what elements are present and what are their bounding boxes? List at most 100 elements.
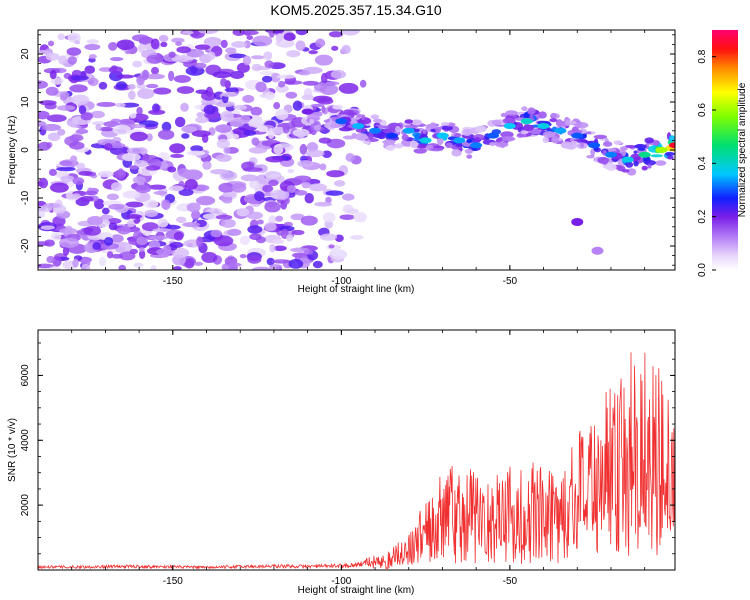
heatmap-cell bbox=[341, 44, 351, 54]
heatmap-cell bbox=[297, 160, 314, 168]
heatmap-cell bbox=[220, 77, 228, 87]
heatmap-cell bbox=[145, 83, 159, 89]
heatmap-cell bbox=[111, 253, 124, 259]
heatmap-cell bbox=[292, 100, 303, 111]
heatmap-cell bbox=[176, 46, 192, 54]
colorbar-tick-label: 0.8 bbox=[697, 49, 708, 63]
heatmap-cell bbox=[45, 86, 59, 96]
heatmap-cell bbox=[276, 189, 290, 200]
heatmap-cell bbox=[201, 251, 218, 263]
heatmap-cell bbox=[153, 190, 168, 196]
heatmap-cell bbox=[286, 184, 297, 194]
heatmap-cell bbox=[301, 181, 311, 189]
heatmap-cell bbox=[254, 191, 265, 202]
heatmap-cell bbox=[180, 102, 189, 112]
heatmap-cell bbox=[182, 170, 203, 180]
heatmap-cell bbox=[136, 83, 146, 89]
heatmap-cell bbox=[191, 209, 201, 221]
heatmap-cell bbox=[641, 165, 648, 171]
heatmap-cell bbox=[87, 77, 99, 87]
heatmap-cell bbox=[44, 239, 55, 247]
heatmap-cell bbox=[55, 166, 76, 172]
heatmap-cell bbox=[308, 183, 327, 192]
heatmap-cell bbox=[171, 247, 190, 258]
heatmap-cell bbox=[133, 262, 144, 268]
heatmap-cell bbox=[247, 225, 263, 234]
heatmap-cell bbox=[530, 129, 542, 135]
heatmap-cell bbox=[275, 109, 289, 121]
heatmap-cell bbox=[60, 175, 75, 183]
heatmap-cell bbox=[644, 137, 655, 144]
heatmap-cell bbox=[101, 249, 117, 254]
heatmap-cell bbox=[278, 225, 295, 232]
y-tick-label: 0 bbox=[20, 147, 31, 153]
heatmap-cell bbox=[222, 196, 233, 204]
heatmap-cell bbox=[383, 125, 389, 129]
heatmap-cell bbox=[382, 139, 396, 145]
heatmap-cell bbox=[241, 30, 259, 36]
heatmap-cell bbox=[150, 264, 157, 270]
heatmap-cell bbox=[124, 244, 133, 251]
heatmap-cell bbox=[276, 33, 283, 43]
heatmap-cell bbox=[175, 41, 183, 46]
heatmap-cell bbox=[231, 41, 248, 48]
heatmap-cell bbox=[129, 131, 148, 142]
heatmap-cell bbox=[341, 30, 360, 36]
heatmap-cell bbox=[273, 144, 284, 155]
heatmap-ridge-cell bbox=[520, 118, 533, 125]
heatmap-cell bbox=[276, 74, 296, 79]
colorbar-axis: 0.0 0.2 0.4 0.6 0.8 bbox=[697, 49, 716, 277]
heatmap-cell bbox=[48, 168, 57, 177]
heatmap-cell bbox=[298, 71, 311, 76]
heatmap-cell bbox=[653, 140, 660, 146]
heatmap-cell bbox=[319, 163, 327, 171]
heatmap-cell bbox=[84, 65, 96, 74]
heatmap-cell bbox=[328, 31, 343, 38]
heatmap-cell bbox=[345, 152, 355, 162]
heatmap-cell bbox=[285, 91, 298, 99]
heatmap-cell bbox=[268, 179, 279, 187]
heatmap-cell bbox=[80, 112, 93, 121]
heatmap-cell bbox=[212, 71, 232, 79]
heatmap-blob bbox=[571, 218, 584, 226]
heatmap-cell bbox=[319, 233, 337, 241]
heatmap-cell bbox=[429, 122, 437, 129]
heatmap-ridge-cell bbox=[503, 123, 516, 129]
heatmap-cell bbox=[202, 160, 212, 170]
heatmap-ridge-cell bbox=[571, 132, 584, 139]
heatmap-cell bbox=[171, 37, 185, 43]
heatmap-cell bbox=[193, 261, 204, 266]
heatmap-cells bbox=[38, 30, 675, 270]
heatmap-cell bbox=[69, 84, 88, 93]
heatmap-cell bbox=[370, 114, 379, 120]
heatmap-cell bbox=[320, 72, 328, 84]
heatmap-cell bbox=[161, 199, 171, 210]
heatmap-cell bbox=[565, 142, 577, 150]
heatmap-cell bbox=[206, 51, 216, 61]
heatmap-cell bbox=[98, 81, 108, 90]
heatmap-cell bbox=[273, 102, 281, 110]
heatmap-cell bbox=[173, 74, 191, 83]
heatmap-cell bbox=[259, 70, 275, 76]
heatmap-cell bbox=[106, 193, 120, 201]
heatmap-cell bbox=[242, 55, 252, 66]
heatmap-cell bbox=[247, 254, 262, 264]
heatmap-cell bbox=[223, 147, 231, 154]
heatmap-cell bbox=[422, 129, 427, 134]
heatmap-cell bbox=[195, 89, 209, 94]
heatmap-ridge-cell bbox=[385, 132, 398, 139]
heatmap-cell bbox=[150, 38, 160, 50]
heatmap-cell bbox=[664, 151, 675, 157]
heatmap-cell bbox=[354, 133, 368, 141]
heatmap-cell bbox=[252, 35, 273, 47]
heatmap-cell bbox=[251, 266, 272, 270]
heatmap-cell bbox=[269, 264, 283, 270]
heatmap-cell bbox=[466, 138, 473, 144]
heatmap-cell bbox=[108, 42, 118, 51]
heatmap-cell bbox=[115, 102, 126, 108]
heatmap-cell bbox=[360, 114, 366, 121]
heatmap-cell bbox=[91, 121, 107, 126]
heatmap-cell bbox=[174, 116, 186, 128]
heatmap-cell bbox=[363, 141, 371, 145]
x-tick-label: -100 bbox=[331, 576, 351, 587]
